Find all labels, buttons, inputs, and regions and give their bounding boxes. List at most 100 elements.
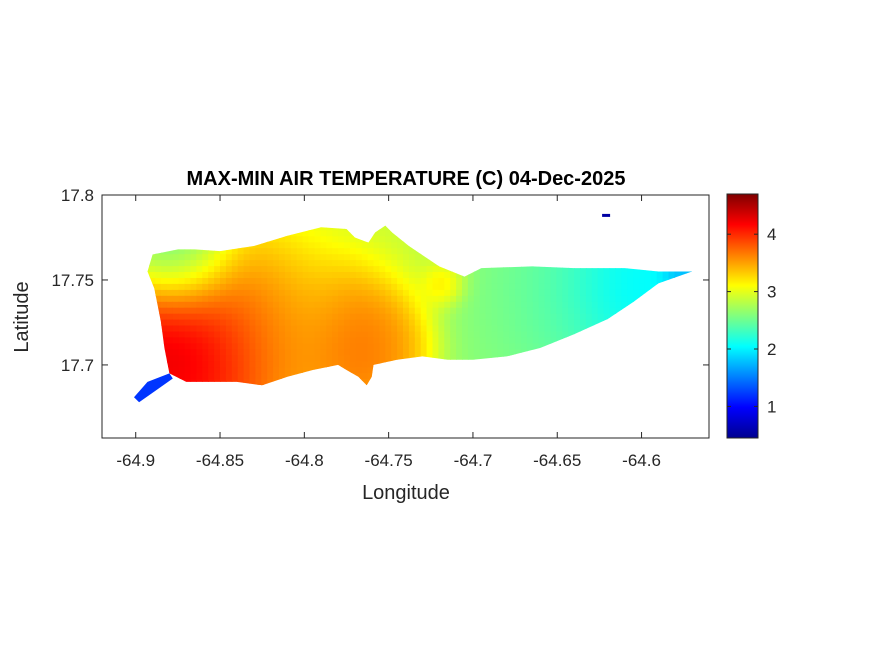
heatmap-cell: [314, 253, 321, 261]
heatmap-cell: [592, 390, 599, 397]
heatmap-cell: [503, 336, 510, 344]
heatmap-cell: [662, 241, 670, 249]
heatmap-cell: [250, 420, 257, 427]
heatmap-cell: [202, 325, 209, 332]
heatmap-cell: [326, 253, 333, 261]
heatmap-cell: [521, 247, 528, 255]
heatmap-cell: [214, 390, 221, 397]
heatmap-cell: [657, 408, 664, 415]
heatmap-cell: [674, 247, 681, 255]
heatmap-cell: [610, 396, 617, 403]
heatmap-cell: [644, 241, 652, 249]
heatmap-cell: [132, 343, 139, 350]
heatmap-cell: [603, 307, 611, 314]
heatmap-cell: [621, 259, 628, 267]
heatmap-cell: [267, 259, 274, 267]
heatmap-cell: [585, 319, 593, 326]
heatmap-cell: [456, 354, 463, 362]
heatmap-cell: [433, 212, 440, 219]
heatmap-cell: [633, 271, 640, 278]
heatmap-cell: [349, 336, 357, 344]
heatmap-cell: [621, 289, 628, 296]
heatmap-cell: [214, 289, 221, 296]
heatmap-cell: [184, 348, 192, 356]
heatmap-cell: [308, 283, 315, 290]
heatmap-cell: [485, 295, 493, 302]
heatmap-cell: [202, 259, 209, 267]
heatmap-cell: [444, 378, 451, 385]
heatmap-cell: [580, 325, 587, 332]
heatmap-cell: [273, 366, 280, 374]
heatmap-cell: [238, 212, 245, 219]
heatmap-cell: [480, 212, 487, 219]
heatmap-cell: [597, 225, 605, 231]
heatmap-cell: [574, 360, 581, 368]
heatmap-cell: [231, 325, 239, 332]
heatmap-cell: [126, 414, 133, 421]
heatmap-cell: [403, 366, 410, 374]
heatmap-cell: [503, 330, 510, 338]
x-tick-label: -64.75: [365, 451, 413, 470]
heatmap-cell: [291, 206, 298, 213]
heatmap-cell: [379, 384, 386, 386]
heatmap-cell: [532, 354, 540, 362]
heatmap-cell: [208, 348, 215, 356]
heatmap-cell: [650, 384, 658, 386]
heatmap-cell: [391, 200, 398, 207]
heatmap-cell: [338, 212, 345, 219]
heatmap-cell: [120, 254, 127, 261]
heatmap-cell: [692, 390, 699, 397]
heatmap-cell: [408, 319, 416, 326]
heatmap-cell: [338, 325, 345, 332]
heatmap-cell: [421, 206, 428, 213]
heatmap-cell: [308, 271, 315, 278]
heatmap-cell: [650, 259, 658, 267]
heatmap-cell: [344, 225, 351, 231]
heatmap-cell: [279, 390, 286, 397]
heatmap-cell: [314, 372, 321, 380]
heatmap-cell: [462, 402, 469, 409]
heatmap-cell: [432, 259, 439, 267]
heatmap-cell: [326, 225, 333, 231]
heatmap-cell: [408, 342, 416, 350]
heatmap-cell: [284, 229, 292, 237]
heatmap-cell: [367, 277, 375, 284]
heatmap-cell: [585, 348, 593, 356]
heatmap-cell: [314, 229, 321, 237]
heatmap-cell: [479, 325, 487, 332]
heatmap-cell: [598, 408, 605, 415]
heatmap-cell: [231, 330, 239, 338]
heatmap-cell: [650, 348, 658, 356]
heatmap-cell: [102, 396, 109, 403]
heatmap-cell: [178, 225, 186, 231]
heatmap-cell: [615, 396, 622, 403]
heatmap-cell: [462, 206, 469, 213]
heatmap-cell: [243, 229, 251, 237]
heatmap-cell: [161, 229, 168, 237]
heatmap-cell: [184, 277, 192, 284]
heatmap-cell: [379, 426, 386, 433]
heatmap-cell: [385, 212, 392, 219]
heatmap-cell: [539, 420, 546, 427]
heatmap-cell: [503, 384, 510, 386]
heatmap-cell: [184, 247, 192, 255]
heatmap-cell: [527, 396, 534, 403]
heatmap-cell: [220, 225, 227, 231]
heatmap-cell: [326, 402, 333, 409]
heatmap-cell: [644, 229, 652, 237]
heatmap-cell: [615, 247, 622, 255]
heatmap-cell: [403, 235, 410, 243]
heatmap-cell: [350, 402, 357, 409]
heatmap-cell: [485, 342, 493, 350]
heatmap-cell: [698, 396, 705, 403]
heatmap-cell: [132, 248, 139, 255]
heatmap-cell: [284, 265, 292, 272]
heatmap-cell: [698, 218, 705, 225]
heatmap-cell: [692, 283, 699, 290]
heatmap-cell: [114, 248, 121, 255]
heatmap-cell: [250, 390, 257, 397]
heatmap-cell: [639, 319, 646, 326]
heatmap-cell: [450, 420, 457, 427]
heatmap-cell: [491, 307, 498, 314]
heatmap-cell: [344, 396, 351, 403]
